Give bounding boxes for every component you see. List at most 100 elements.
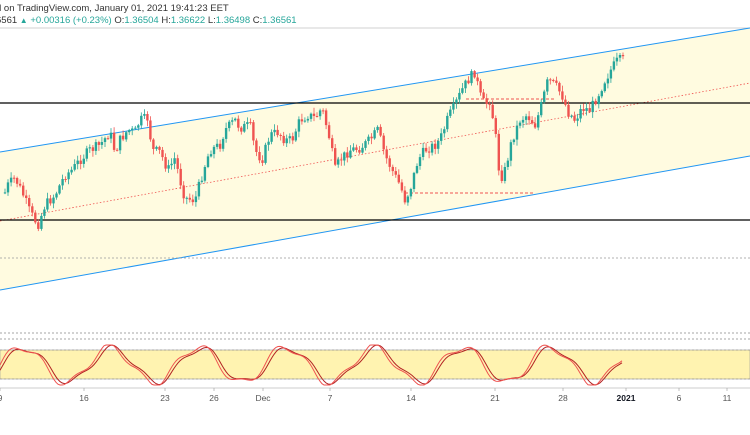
candle-body xyxy=(155,146,158,149)
candle-body xyxy=(318,110,322,117)
candle-body xyxy=(452,103,455,110)
candle-body xyxy=(279,135,282,136)
candle-body xyxy=(85,148,88,159)
candle-body xyxy=(18,183,22,186)
candle-body xyxy=(482,92,485,99)
candle-body xyxy=(618,55,622,58)
candle-body xyxy=(212,146,216,155)
candle-body xyxy=(246,122,249,124)
candle-body xyxy=(164,157,167,169)
candle-body xyxy=(255,140,258,152)
candle-body xyxy=(364,141,367,148)
candle-body xyxy=(28,198,31,207)
candle-body xyxy=(297,119,301,132)
candle-body xyxy=(206,156,210,167)
candle-body xyxy=(282,135,285,144)
candle-body xyxy=(231,120,234,122)
candle-body xyxy=(9,177,13,183)
candle-body xyxy=(440,133,443,141)
candle-body xyxy=(25,195,28,198)
candle-body xyxy=(385,149,388,159)
candle-body xyxy=(294,131,297,141)
candle-body xyxy=(500,170,503,181)
candle-body xyxy=(131,128,134,131)
candle-body xyxy=(518,122,522,126)
candle-body xyxy=(303,120,307,122)
candle-body xyxy=(455,99,458,104)
candle-body xyxy=(327,125,331,139)
candle-body xyxy=(3,192,7,194)
candle-body xyxy=(461,88,464,93)
candle-body xyxy=(376,126,379,131)
candle-body xyxy=(152,139,155,149)
candle-body xyxy=(370,136,373,139)
candle-body xyxy=(418,157,422,166)
candle-body xyxy=(379,126,382,136)
candle-body xyxy=(588,108,591,112)
candle-body xyxy=(128,130,131,133)
candle-body xyxy=(361,147,364,153)
candle-body xyxy=(215,143,219,147)
candle-body xyxy=(412,172,416,189)
header-high-label: H: xyxy=(161,15,171,26)
time-axis-label: 14 xyxy=(406,393,416,403)
candle-body xyxy=(449,109,452,116)
candle-body xyxy=(382,135,385,150)
time-axis-label: 6 xyxy=(677,393,682,403)
header-low-value: 1.36498 xyxy=(215,15,251,26)
candle-body xyxy=(64,179,67,180)
candle-body xyxy=(6,182,10,193)
candle-body xyxy=(91,147,95,151)
candle-body xyxy=(15,178,19,184)
candle-body xyxy=(546,79,549,92)
candle-body xyxy=(52,197,55,204)
up-arrow-icon: ▲ xyxy=(19,16,28,25)
candle-body xyxy=(573,115,576,121)
candle-body xyxy=(561,91,564,100)
candle-body xyxy=(343,152,346,161)
time-axis-label: 21 xyxy=(490,393,500,403)
candle-body xyxy=(249,122,252,124)
candle-body xyxy=(312,113,316,116)
candle-body xyxy=(94,142,98,151)
candle-body xyxy=(400,182,404,191)
candle-body xyxy=(240,127,243,132)
candle-body xyxy=(82,158,85,164)
candle-body xyxy=(146,114,149,121)
channel-midline xyxy=(0,82,750,222)
candle-body xyxy=(479,81,482,93)
candle-body xyxy=(134,127,137,129)
candle-body xyxy=(594,100,597,105)
time-axis-label: 11 xyxy=(723,393,732,403)
stochastic-k-line xyxy=(0,344,623,386)
candle-body xyxy=(267,141,270,145)
candle-body xyxy=(324,110,328,126)
candle-body xyxy=(182,185,185,199)
candle-body xyxy=(218,143,222,149)
candle-body xyxy=(309,113,313,119)
candle-body xyxy=(497,133,500,171)
candle-body xyxy=(355,147,358,150)
candle-body xyxy=(476,77,479,82)
candle-body xyxy=(79,160,82,164)
header-price-prefix: 6561 xyxy=(0,15,18,26)
candle-body xyxy=(197,181,201,197)
candle-body xyxy=(555,80,558,83)
candle-body xyxy=(579,109,582,119)
candle-body xyxy=(358,150,361,153)
candle-body xyxy=(315,116,319,117)
candle-body xyxy=(112,132,116,150)
candle-body xyxy=(615,57,619,62)
candle-body xyxy=(388,158,391,167)
candle-body xyxy=(427,151,431,153)
candle-body xyxy=(600,91,603,97)
time-axis-label: Dec xyxy=(255,393,271,403)
candle-body xyxy=(221,138,225,149)
candle-body xyxy=(234,118,237,121)
candle-body xyxy=(524,116,528,120)
candle-body xyxy=(470,71,473,84)
candle-body xyxy=(473,71,476,78)
candle-body xyxy=(337,159,340,165)
